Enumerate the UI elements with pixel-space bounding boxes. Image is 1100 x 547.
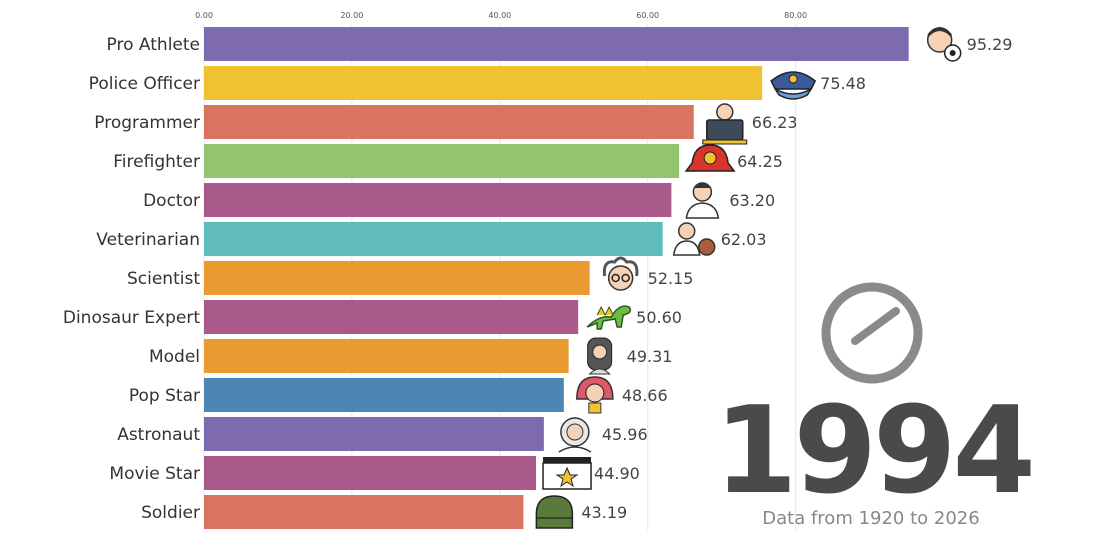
value-label: 75.48 (820, 74, 866, 93)
clock-icon (821, 282, 923, 384)
value-label: 63.20 (729, 191, 775, 210)
veterinarian-dog-icon (672, 222, 716, 256)
category-label: Pop Star (129, 386, 200, 406)
bar (204, 144, 680, 178)
value-label: 52.15 (648, 269, 694, 288)
bar-row: Pop Star 48.66 (129, 376, 668, 414)
category-label: Model (149, 347, 200, 367)
category-label: Movie Star (109, 464, 200, 484)
x-axis-ticks: 0.00 20.00 40.00 60.00 80.00 (195, 11, 807, 20)
astronaut-icon (558, 417, 592, 453)
bar-row: Dinosaur Expert 50.60 (63, 300, 682, 334)
category-label: Dinosaur Expert (63, 308, 200, 328)
value-label: 62.03 (721, 230, 767, 249)
category-label: Doctor (143, 191, 200, 211)
value-label: 95.29 (967, 35, 1013, 54)
athlete-soccer-icon (926, 27, 962, 62)
category-label: Soldier (141, 503, 200, 523)
category-label: Police Officer (89, 74, 200, 94)
data-range-note: Data from 1920 to 2026 (762, 508, 979, 529)
category-label: Programmer (94, 113, 200, 133)
bar (204, 339, 569, 373)
x-tick-label: 0.00 (195, 11, 213, 20)
programmer-laptop-icon (702, 103, 748, 145)
bar (204, 495, 524, 529)
model-icon (587, 337, 613, 375)
bar-row: Veterinarian 62.03 (96, 222, 767, 256)
bar (204, 105, 694, 139)
bar-row: Soldier 43.19 (141, 495, 627, 529)
x-tick-label: 60.00 (636, 11, 659, 20)
bar (204, 261, 590, 295)
bar-row: Movie Star 44.90 (109, 456, 640, 490)
bars: Pro Athlete 95.29 Police Officer 75.48 Progr… (63, 27, 1013, 529)
x-tick-label: 20.00 (340, 11, 363, 20)
bar-row: Model 49.31 (149, 337, 673, 375)
value-label: 43.19 (581, 503, 627, 522)
bar (204, 27, 909, 61)
dinosaur-icon (586, 305, 632, 330)
value-label: 50.60 (636, 308, 682, 327)
firefighter-helmet-icon (684, 144, 736, 172)
category-label: Scientist (127, 269, 200, 289)
bar (204, 300, 579, 334)
police-cap-icon (770, 71, 817, 100)
bar (204, 378, 564, 412)
movie-clapperboard-icon (542, 457, 592, 490)
bar-row: Astronaut 45.96 (117, 417, 648, 453)
year-clock: 1994 Data from 1920 to 2026 (714, 282, 1036, 529)
doctor-icon (685, 182, 720, 219)
value-label: 64.25 (737, 152, 783, 171)
year-label: 1994 (714, 382, 1032, 521)
bar-row: Firefighter 64.25 (113, 144, 783, 178)
value-label: 48.66 (622, 386, 668, 405)
bar-row: Scientist 52.15 (127, 256, 694, 295)
bar (204, 66, 763, 100)
category-label: Pro Athlete (107, 35, 200, 55)
value-label: 45.96 (602, 425, 648, 444)
pop-star-icon (576, 376, 614, 414)
bar-row: Police Officer 75.48 (89, 66, 866, 100)
bar-row: Doctor 63.20 (143, 182, 775, 219)
bar (204, 417, 544, 451)
value-label: 49.31 (627, 347, 673, 366)
bar-row: Programmer 66.23 (94, 103, 798, 145)
x-tick-label: 80.00 (784, 11, 807, 20)
x-tick-label: 40.00 (488, 11, 511, 20)
bar-row: Pro Athlete 95.29 (107, 27, 1013, 62)
bar (204, 183, 672, 217)
bar (204, 222, 663, 256)
scientist-icon (602, 256, 639, 291)
category-label: Firefighter (113, 152, 200, 172)
bar (204, 456, 537, 490)
category-label: Veterinarian (96, 230, 200, 250)
category-label: Astronaut (117, 425, 200, 445)
value-label: 66.23 (752, 113, 798, 132)
soldier-helmet-icon (535, 495, 574, 529)
value-label: 44.90 (594, 464, 640, 483)
